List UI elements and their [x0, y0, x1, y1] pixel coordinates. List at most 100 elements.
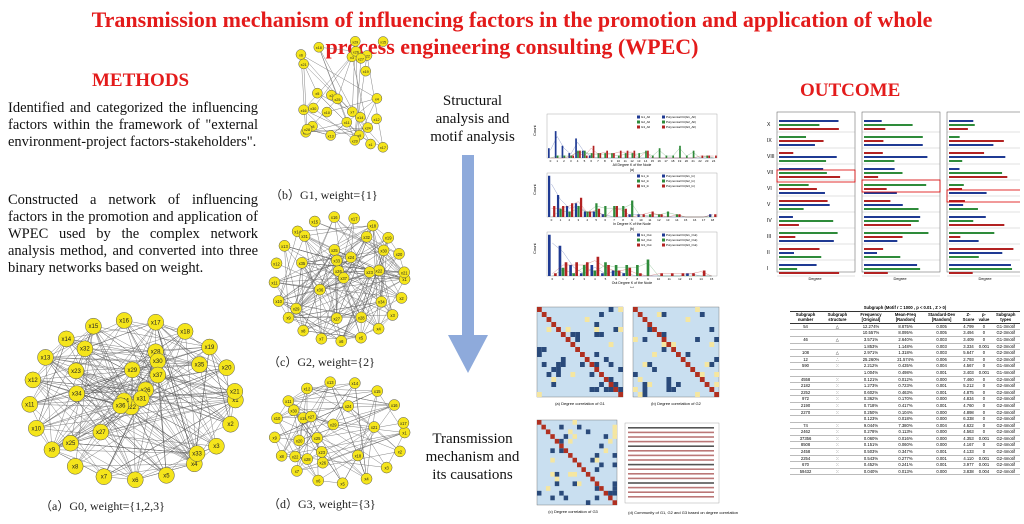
heatmap-cell	[575, 347, 580, 352]
outcome-bar	[949, 136, 960, 138]
bar	[692, 150, 695, 158]
x-tick-label: 22	[698, 159, 702, 163]
bar	[631, 153, 634, 158]
legend-label: G1_All	[641, 115, 650, 119]
bar	[636, 265, 639, 276]
table-cell: 0.001	[922, 389, 961, 397]
network-edge	[297, 231, 379, 329]
heatmap-cell	[661, 342, 667, 347]
network-edge	[32, 326, 94, 381]
legend-label: G2_All	[641, 120, 650, 124]
heatmap-cell	[671, 342, 676, 347]
network-edge	[155, 322, 235, 392]
network-node	[315, 332, 328, 345]
outcome-bar	[779, 144, 815, 146]
node-label: x10	[31, 426, 41, 432]
table-cell: 0.001	[922, 455, 961, 463]
network-edge	[318, 47, 347, 123]
community-text-line	[628, 450, 714, 452]
table-cell: 0.170%	[888, 395, 923, 403]
node-label: x21	[371, 425, 378, 430]
table-cell	[821, 369, 854, 377]
x-axis-label: Degree	[893, 276, 907, 281]
network-edge	[300, 54, 377, 99]
table-cell: 12.274%	[853, 323, 889, 331]
column-header: Subgraph types	[991, 311, 1020, 324]
x-tick-label: 3	[570, 159, 572, 163]
node-label: x5	[163, 473, 170, 479]
heatmap-caption: (b) Degree correlation of G2	[651, 401, 702, 406]
outcome-bar	[864, 128, 886, 130]
node-label: x10	[275, 299, 282, 304]
network-edge	[29, 404, 71, 444]
node-label: x16	[391, 403, 398, 408]
node-label: x2	[227, 422, 234, 428]
table-row: 1.853% 1.148% 0.003 3.334 0.001 G2-3motif	[790, 343, 1020, 351]
roman-label: VII	[767, 170, 773, 176]
outcome-bar	[779, 152, 794, 154]
heatmap-cell	[560, 362, 566, 367]
table-cell: 972	[790, 395, 822, 403]
table-cell: 590	[790, 362, 822, 370]
heatmap-cell	[647, 382, 653, 387]
network-edge	[366, 391, 378, 479]
network-edge	[321, 218, 355, 339]
outcome-bar	[864, 232, 929, 234]
outcome-bar	[779, 208, 804, 210]
outcome-bar	[949, 224, 1005, 226]
network-node	[191, 356, 208, 373]
node-label: x27	[358, 57, 364, 61]
table-cell: 74	[790, 422, 822, 430]
heatmap-cell	[550, 448, 555, 454]
node-label: x35	[195, 363, 205, 369]
node-label: x29	[127, 368, 137, 374]
outcome-bar	[949, 140, 1004, 142]
network-edge	[378, 278, 405, 329]
network-edge	[321, 236, 367, 339]
network-edge	[84, 322, 156, 349]
table-cell: 0.018%	[888, 415, 923, 423]
network-node	[363, 266, 376, 278]
table-cell: 0	[976, 448, 992, 456]
heatmap-cell	[563, 495, 569, 501]
x-tick-label: 18	[671, 159, 675, 163]
network-edge	[303, 270, 380, 331]
table-cell: 0.003	[922, 343, 961, 351]
bar	[672, 155, 675, 158]
network-node	[316, 456, 329, 469]
outcome-bar	[779, 236, 796, 238]
bar	[575, 138, 577, 158]
heatmap-cell	[608, 495, 613, 501]
heatmap-cell	[608, 490, 613, 496]
table-cell: 54	[790, 323, 822, 331]
heatmap-cell	[556, 362, 561, 367]
x-tick-label: 16	[658, 159, 662, 163]
bar	[561, 145, 564, 158]
heatmap-cell	[568, 453, 573, 458]
heatmap-cell	[550, 457, 555, 463]
network-node	[58, 330, 75, 348]
network-g0: x1 x2 x3 x4 x5 x6 x7 x8 x9 x10 x11 x12 x13 x14 x15 x16 x…	[21, 312, 244, 489]
table-cell: 2.212%	[853, 362, 889, 370]
heatmap-cell	[671, 387, 676, 392]
table-cell: 0.001	[976, 343, 992, 351]
network-node	[397, 417, 410, 429]
table-cell: 4.799	[960, 323, 977, 331]
node-label: x12	[374, 118, 380, 122]
heatmap-cell	[594, 467, 600, 472]
node-label: x27	[308, 415, 315, 420]
table-cell: ⁙	[821, 376, 854, 384]
network-edge	[155, 322, 195, 464]
heatmap-cell	[568, 429, 573, 435]
table-cell: 0	[976, 349, 992, 357]
heatmap-cell	[599, 486, 604, 491]
table-cell: 0.104%	[888, 409, 923, 417]
bar	[577, 206, 580, 217]
heatmap-cell	[559, 443, 564, 449]
heatmap-cell	[608, 377, 614, 382]
table-cell: 0	[976, 382, 992, 390]
network-edge	[303, 278, 405, 331]
network-edge	[29, 367, 227, 405]
x-tick-label: 14	[644, 159, 648, 163]
network-edge	[29, 346, 210, 405]
